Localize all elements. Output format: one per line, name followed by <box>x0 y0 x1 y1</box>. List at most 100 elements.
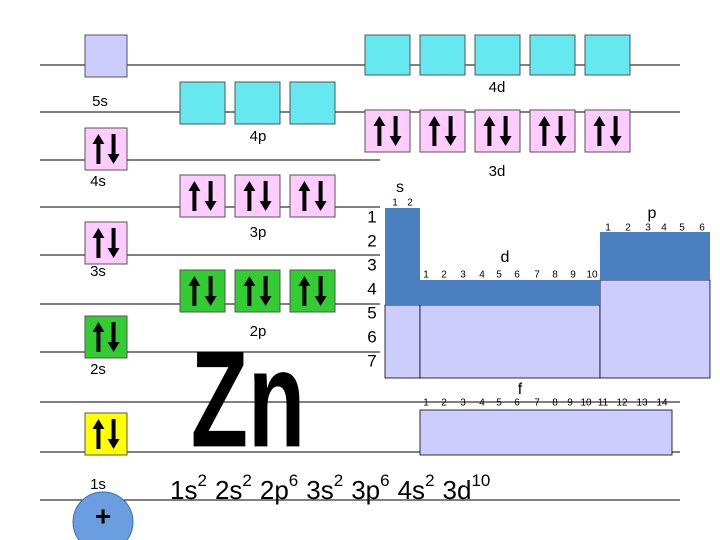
orbital-group <box>364 109 631 153</box>
block-column: 1 <box>423 398 429 409</box>
orbital-label: 4s <box>90 173 106 190</box>
block-column: 2 <box>407 198 413 209</box>
orbital-box <box>474 109 521 153</box>
orbital-group <box>84 315 128 359</box>
spin-arrow-head <box>107 439 120 449</box>
block-column: 6 <box>514 270 520 281</box>
period-number: 5 <box>367 303 376 322</box>
block-column: 5 <box>496 270 502 281</box>
block-column: 11 <box>598 398 609 409</box>
nucleus: + <box>72 491 134 540</box>
orbital-box <box>584 109 631 153</box>
spin-arrow-head <box>107 342 120 352</box>
orbital-box <box>474 34 521 76</box>
spin-arrow-head <box>204 201 217 211</box>
orbital-box <box>289 81 336 125</box>
orbital-group <box>84 412 128 456</box>
block-label: s <box>396 179 404 196</box>
spin-arrow-head <box>609 136 622 146</box>
orbital-group <box>364 34 631 76</box>
block-column: 10 <box>580 398 592 409</box>
spin-arrow-head <box>428 116 441 126</box>
period-number: 4 <box>367 279 376 298</box>
block-column: 3 <box>460 398 466 409</box>
config-electrons: 2 <box>334 471 343 490</box>
config-orbital: 2s <box>215 475 242 505</box>
orbital-label: 2s <box>90 361 106 378</box>
block-column: 14 <box>656 398 668 409</box>
orbital-box <box>584 34 631 76</box>
block-column: 8 <box>552 270 558 281</box>
block-column: 1 <box>605 223 611 234</box>
orbital-label: 2p <box>250 323 267 340</box>
period-number: 3 <box>367 255 376 274</box>
spin-arrow-head <box>538 116 551 126</box>
spin-arrow-head <box>188 276 201 286</box>
block-column: 3 <box>645 223 651 234</box>
periodic-table <box>384 208 711 456</box>
orbital-box <box>364 34 411 76</box>
block-column: 2 <box>441 270 447 281</box>
orbital-box <box>84 34 128 78</box>
orbital-group <box>179 174 336 218</box>
spin-arrow-head <box>499 136 512 146</box>
spin-arrow-head <box>107 248 120 258</box>
orbital-box <box>289 174 336 218</box>
orbital-group <box>84 221 128 265</box>
block-column: 9 <box>567 398 573 409</box>
spin-arrow-head <box>554 136 567 146</box>
block-column: 5 <box>679 223 685 234</box>
spin-arrow-head <box>204 296 217 306</box>
orbital-box <box>419 34 466 76</box>
spin-arrow-head <box>298 181 311 191</box>
orbital-box <box>529 34 576 76</box>
orbital-label: 3s <box>90 263 106 280</box>
spin-arrow-head <box>92 228 105 238</box>
block-column: 13 <box>636 398 648 409</box>
period-number: 1 <box>367 207 376 226</box>
orbital-label: 4d <box>489 79 506 96</box>
period-number: 6 <box>367 327 376 346</box>
orbital-group <box>84 34 128 78</box>
block-column: 5 <box>496 398 502 409</box>
config-electrons: 10 <box>471 471 490 490</box>
config-orbital: 2p <box>260 475 289 505</box>
spin-arrow-head <box>259 201 272 211</box>
period-number: 7 <box>367 351 376 370</box>
orbital-box <box>179 81 226 125</box>
block-label: d <box>501 249 510 266</box>
orbital-box <box>84 221 128 265</box>
spin-arrow-head <box>243 181 256 191</box>
config-orbital: 3p <box>351 475 380 505</box>
block-column: 3 <box>460 270 466 281</box>
orbital-box <box>179 174 226 218</box>
orbital-box <box>234 269 281 313</box>
electron-configuration: 1s2 2s2 2p6 3s2 3p6 4s2 3d10 <box>170 471 490 504</box>
block-column: 1 <box>392 198 398 209</box>
orbital-box <box>179 269 226 313</box>
block-column: 2 <box>625 223 631 234</box>
spin-arrow-head <box>259 296 272 306</box>
orbital-group <box>84 127 128 171</box>
spin-arrow-head <box>444 136 457 146</box>
spin-arrow-head <box>243 276 256 286</box>
spin-arrow-head <box>314 296 327 306</box>
config-electrons: 2 <box>242 471 251 490</box>
block-column: 9 <box>570 270 576 281</box>
config-electrons: 2 <box>425 471 434 490</box>
block-column: 2 <box>441 398 447 409</box>
config-orbital: 3d <box>443 475 472 505</box>
spin-arrow-head <box>298 276 311 286</box>
block-column: 6 <box>699 223 705 234</box>
block-column: 12 <box>616 398 628 409</box>
orbital-box <box>84 412 128 456</box>
block-column: 7 <box>534 270 540 281</box>
orbital-label: 4p <box>250 128 267 145</box>
block-label: p <box>648 205 657 222</box>
orbital-box <box>234 81 281 125</box>
orbital-box <box>419 109 466 153</box>
orbital-label: 3d <box>489 163 506 180</box>
config-orbital: 3s <box>306 475 333 505</box>
orbital-box <box>364 109 411 153</box>
